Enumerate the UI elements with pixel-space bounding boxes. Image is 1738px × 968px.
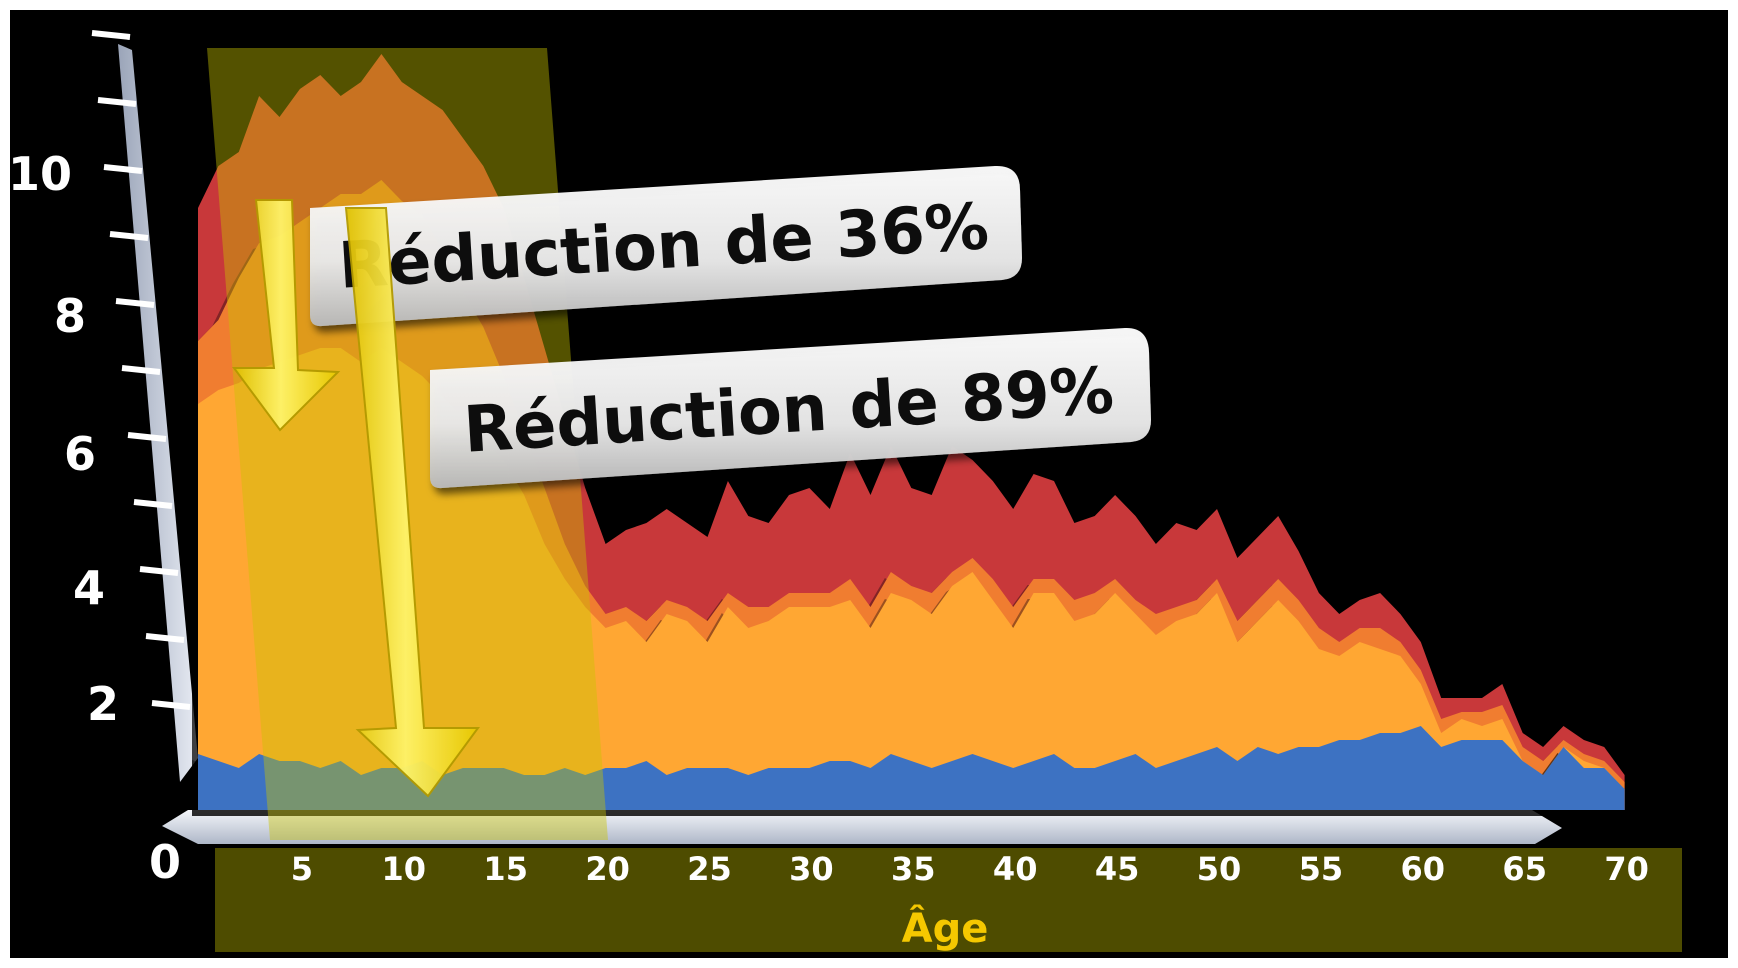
x-tick-label: 70: [1604, 850, 1649, 888]
slide-canvas: Réduction de 36% Réduction de 89% 5 10 15 2…: [10, 10, 1728, 958]
y-tick-label: 2: [87, 677, 119, 731]
y-tick-mark: [133, 499, 173, 509]
y-tick-mark: [145, 633, 185, 643]
y-tick-mark: [109, 231, 149, 241]
axis-wall: [118, 44, 198, 782]
x-tick-label: 55: [1299, 850, 1344, 888]
x-axis-band: [215, 848, 1682, 952]
area-chart: Réduction de 36% Réduction de 89% 5 10 15 2…: [10, 30, 1682, 952]
x-tick-label: 45: [1095, 850, 1140, 888]
x-tick-label: 65: [1502, 850, 1547, 888]
series-area-3: [198, 726, 1625, 810]
x-tick-label: 10: [382, 850, 427, 888]
callout-89-box: [430, 327, 1151, 489]
y-tick-mark: [151, 700, 191, 710]
arrow-89-icon: [344, 207, 480, 798]
x-tick-label: 25: [687, 850, 732, 888]
x-tick-label: 20: [585, 850, 630, 888]
y-tick-label: 0: [149, 835, 181, 889]
x-tick-label: 50: [1197, 850, 1242, 888]
y-tick-mark: [121, 365, 161, 375]
y-tick-mark: [127, 432, 167, 442]
axis-floor: [162, 810, 1562, 844]
callout-36: Réduction de 36%: [310, 165, 1022, 327]
x-tick-label: 60: [1401, 850, 1446, 888]
callout-89: Réduction de 89%: [430, 327, 1151, 489]
y-tick-label: 10: [10, 147, 72, 201]
y-tick-mark: [97, 97, 137, 107]
arrow-36-icon: [232, 199, 341, 432]
x-tick-label: 40: [993, 850, 1038, 888]
y-tick-mark: [91, 30, 131, 40]
x-tick-label: 30: [789, 850, 834, 888]
y-tick-label: 4: [73, 561, 105, 615]
y-tick-mark: [115, 298, 155, 308]
callout-36-box: [310, 165, 1022, 327]
y-tick-label: 8: [54, 289, 86, 343]
y-tick-label: 6: [64, 427, 96, 481]
y-tick-mark: [103, 164, 143, 174]
x-axis-label: Âge: [902, 904, 989, 952]
series-area-2: [198, 348, 1625, 810]
x-tick-label: 35: [891, 850, 936, 888]
x-tick-label: 5: [291, 850, 313, 888]
y-tick-mark: [139, 566, 179, 576]
x-tick-label: 15: [483, 850, 528, 888]
